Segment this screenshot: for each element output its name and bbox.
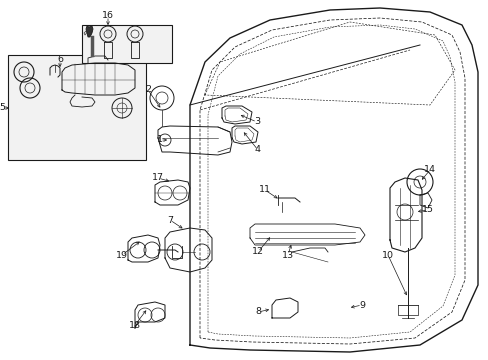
Text: 2: 2 (145, 85, 151, 94)
Bar (8, 55, 146, 160)
Bar (82, 25, 172, 63)
Text: 15: 15 (421, 206, 433, 215)
Text: 11: 11 (259, 185, 270, 194)
Text: 7: 7 (167, 216, 173, 225)
Text: 9: 9 (358, 301, 364, 310)
Text: 18: 18 (129, 320, 141, 329)
Text: 1: 1 (157, 135, 163, 144)
Text: 16: 16 (102, 12, 114, 21)
Text: 8: 8 (254, 307, 261, 316)
Text: 14: 14 (423, 166, 435, 175)
Text: 13: 13 (282, 251, 293, 260)
Text: 19: 19 (116, 251, 128, 260)
Polygon shape (86, 26, 93, 37)
Text: 6: 6 (57, 55, 63, 64)
Text: 4: 4 (254, 145, 261, 154)
Text: 5: 5 (0, 104, 5, 112)
Text: 17: 17 (152, 174, 163, 183)
Text: 3: 3 (253, 117, 260, 126)
Text: 12: 12 (251, 248, 264, 256)
Text: 10: 10 (381, 251, 393, 260)
